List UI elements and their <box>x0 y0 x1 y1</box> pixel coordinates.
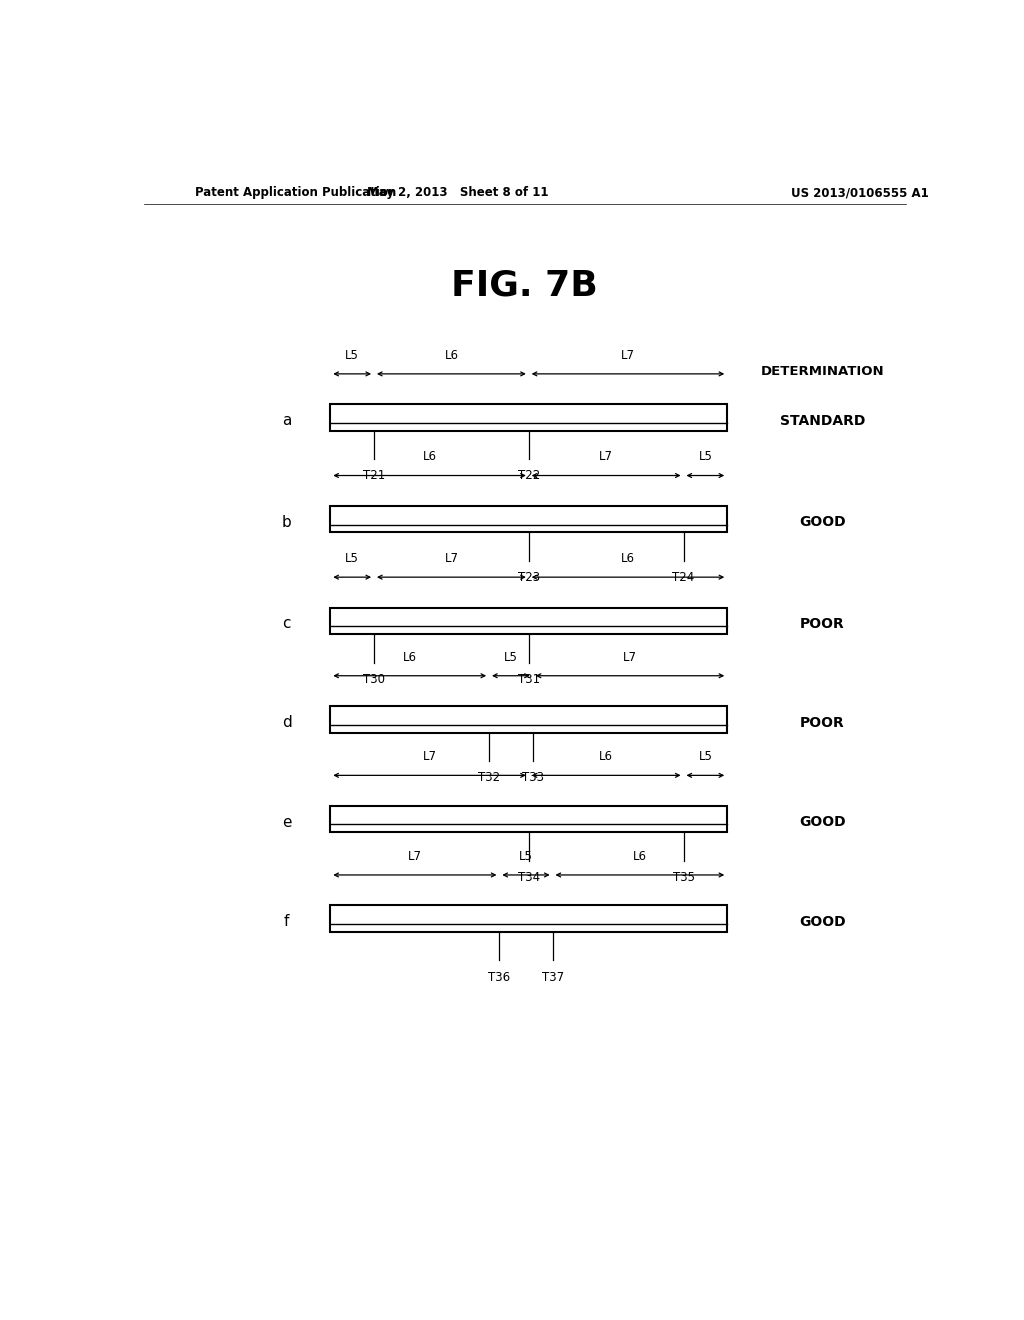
Text: FIG. 7B: FIG. 7B <box>452 268 598 302</box>
Bar <box>331 805 727 833</box>
Bar <box>331 906 727 932</box>
Bar <box>331 706 727 733</box>
Text: May 2, 2013   Sheet 8 of 11: May 2, 2013 Sheet 8 of 11 <box>367 186 548 199</box>
Text: L6: L6 <box>621 552 635 565</box>
Text: L5: L5 <box>504 651 518 664</box>
Text: T23: T23 <box>518 572 540 583</box>
Text: L5: L5 <box>345 348 359 362</box>
Text: US 2013/0106555 A1: US 2013/0106555 A1 <box>791 186 929 199</box>
Text: T21: T21 <box>362 470 385 482</box>
Text: L6: L6 <box>402 651 417 664</box>
Text: T22: T22 <box>518 470 540 482</box>
Text: T30: T30 <box>364 673 385 685</box>
Text: STANDARD: STANDARD <box>779 413 865 428</box>
Text: L6: L6 <box>444 348 459 362</box>
Text: b: b <box>282 515 292 529</box>
Text: GOOD: GOOD <box>799 816 846 829</box>
Text: T35: T35 <box>673 871 694 884</box>
Text: T24: T24 <box>673 572 694 583</box>
Bar <box>331 506 727 532</box>
Bar <box>331 404 727 430</box>
Text: d: d <box>282 715 292 730</box>
Text: c: c <box>283 616 291 631</box>
Text: L6: L6 <box>599 750 613 763</box>
Text: GOOD: GOOD <box>799 915 846 929</box>
Text: T31: T31 <box>518 673 540 685</box>
Text: L7: L7 <box>444 552 459 565</box>
Text: T37: T37 <box>542 970 563 983</box>
Text: GOOD: GOOD <box>799 515 846 529</box>
Text: T33: T33 <box>522 771 544 784</box>
Text: POOR: POOR <box>800 715 845 730</box>
Text: L7: L7 <box>423 750 436 763</box>
Text: f: f <box>284 915 290 929</box>
Text: POOR: POOR <box>800 616 845 631</box>
Text: L5: L5 <box>698 750 713 763</box>
Text: T34: T34 <box>518 871 540 884</box>
Text: L6: L6 <box>633 850 647 863</box>
Text: DETERMINATION: DETERMINATION <box>761 366 884 379</box>
Text: L5: L5 <box>345 552 359 565</box>
Text: T36: T36 <box>488 970 511 983</box>
Text: L7: L7 <box>623 651 637 664</box>
Text: a: a <box>282 413 292 428</box>
Text: L5: L5 <box>519 850 532 863</box>
Text: L7: L7 <box>599 450 613 463</box>
Text: L7: L7 <box>408 850 422 863</box>
Text: L5: L5 <box>698 450 713 463</box>
Bar <box>331 607 727 634</box>
Text: T32: T32 <box>478 771 500 784</box>
Text: Patent Application Publication: Patent Application Publication <box>196 186 396 199</box>
Text: e: e <box>282 814 292 829</box>
Text: L7: L7 <box>621 348 635 362</box>
Text: L6: L6 <box>423 450 436 463</box>
